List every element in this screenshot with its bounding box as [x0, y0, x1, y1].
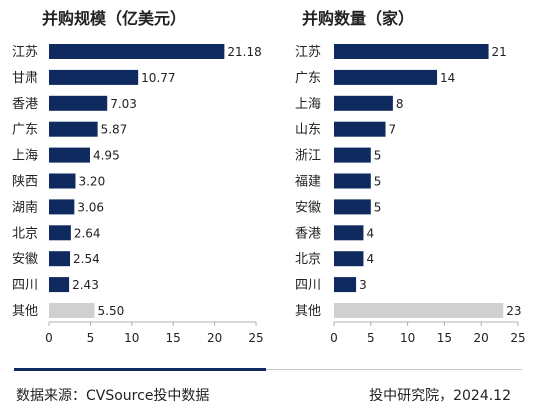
scale-bar: [49, 303, 95, 318]
count-x-tick-label: 10: [400, 331, 415, 345]
count-category-label: 山东: [295, 123, 321, 138]
scale-bar: [49, 173, 76, 189]
scale-value-label: 3.06: [77, 200, 104, 214]
count-x-tick-label: 15: [437, 331, 452, 345]
scale-category-label: 陕西: [12, 175, 38, 190]
count-value-label: 5: [374, 200, 382, 214]
scale-category-label: 四川: [12, 278, 38, 293]
scale-category-label: 甘肃: [12, 71, 38, 86]
scale-value-label: 4.95: [93, 149, 120, 163]
scale-x-tick-label: 20: [207, 331, 222, 345]
count-bar: [334, 225, 364, 241]
scale-bar: [49, 69, 139, 85]
scale-category-label: 广东: [12, 123, 38, 138]
scale-category-label: 其他: [12, 304, 38, 319]
count-bar: [334, 69, 438, 85]
count-category-label: 香港: [295, 226, 321, 241]
scale-x-tick-label: 25: [248, 331, 263, 345]
count-x-tick-label: 0: [330, 331, 338, 345]
scale-x-tick-label: 15: [166, 331, 181, 345]
scale-value-label: 2.54: [73, 252, 100, 266]
scale-bar: [49, 147, 90, 163]
count-value-label: 3: [359, 278, 367, 292]
count-bar: [334, 173, 371, 189]
count-category-label: 安徽: [295, 200, 321, 215]
count-category-label: 浙江: [295, 149, 321, 164]
scale-category-label: 江苏: [12, 44, 38, 60]
scale-bar: [49, 251, 71, 267]
scale-category-label: 上海: [12, 149, 38, 164]
footer-divider-line: [266, 369, 522, 370]
count-category-label: 广东: [295, 71, 321, 86]
count-bar: [334, 121, 386, 137]
scale-value-label: 10.77: [141, 71, 175, 85]
scale-bar: [49, 199, 75, 215]
count-value-label: 14: [440, 71, 455, 85]
count-x-tick-label: 20: [474, 331, 489, 345]
count-category-label: 上海: [295, 97, 321, 112]
count-bar: [334, 303, 504, 318]
data-source-note: 数据来源：CVSource投中数据: [16, 388, 210, 404]
scale-value-label: 5.87: [101, 123, 128, 137]
count-chart: 并购数量（家） 江苏 21 广东 14 上海 8 山东 7 浙江 5 福建 5 安徽 5 香港 4 北京 4 四川 3 其…: [295, 9, 526, 345]
footer-divider-accent: [14, 368, 266, 371]
scale-chart: 并购规模（亿美元）江苏 21.18 甘肃 10.77 香港 7.03 广东 5.87 上海 4.9…: [12, 9, 264, 345]
scale-bar: [49, 277, 70, 293]
scale-value-label: 3.20: [78, 175, 105, 189]
count-chart-title: 并购数量（家）: [302, 9, 414, 28]
count-category-label: 福建: [295, 175, 321, 190]
scale-category-label: 湖南: [12, 199, 38, 215]
scale-category-label: 北京: [12, 226, 38, 241]
count-value-label: 5: [374, 149, 382, 163]
count-bar: [334, 147, 371, 163]
count-bar: [334, 44, 489, 59]
count-x-tick-label: 5: [367, 331, 375, 345]
count-value-label: 7: [389, 123, 397, 137]
scale-value-label: 7.03: [110, 97, 137, 111]
count-category-label: 江苏: [295, 44, 321, 60]
publisher-credit: 投中研究院，2024.12: [369, 388, 511, 404]
scale-value-label: 2.64: [74, 226, 101, 240]
count-category-label: 北京: [295, 252, 321, 267]
count-value-label: 23: [506, 304, 521, 318]
count-x-tick-label: 25: [510, 331, 525, 345]
scale-x-tick-label: 10: [124, 331, 139, 345]
scale-x-tick-label: 0: [45, 331, 53, 345]
scale-x-tick-label: 5: [87, 331, 95, 345]
count-category-label: 其他: [295, 304, 321, 319]
scale-bar: [49, 121, 98, 137]
scale-chart-title: 并购规模（亿美元）: [42, 9, 186, 28]
count-category-label: 四川: [295, 278, 321, 293]
scale-value-label: 5.50: [98, 304, 125, 318]
count-value-label: 21: [492, 45, 507, 59]
count-value-label: 4: [366, 226, 374, 240]
scale-category-label: 安徽: [12, 252, 38, 267]
count-value-label: 5: [374, 175, 382, 189]
scale-value-label: 2.43: [72, 278, 99, 292]
scale-bar: [49, 44, 225, 59]
count-bar: [334, 199, 371, 215]
scale-value-label: 21.18: [227, 45, 261, 59]
count-bar: [334, 251, 364, 267]
scale-bar: [49, 225, 71, 241]
count-bar: [334, 95, 393, 111]
scale-bar: [49, 95, 108, 111]
count-value-label: 8: [396, 97, 404, 111]
count-bar: [334, 277, 357, 293]
scale-category-label: 香港: [12, 97, 38, 112]
count-value-label: 4: [366, 252, 374, 266]
